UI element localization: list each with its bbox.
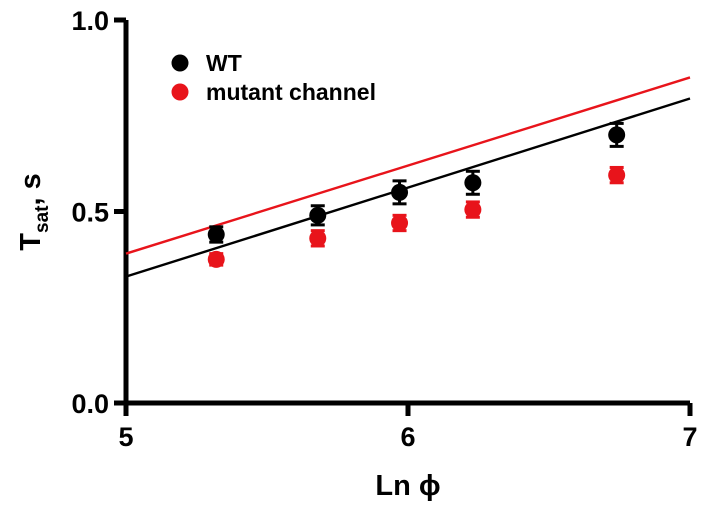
y-tick-label: 0.0: [71, 389, 109, 419]
data-point-wt: [464, 174, 482, 192]
data-points: [207, 121, 626, 268]
data-point-mutant-channel: [391, 214, 409, 232]
y-axis-title-main: T: [15, 233, 47, 251]
data-point-wt: [207, 225, 225, 243]
legend: WT mutant channel: [171, 50, 376, 105]
data-point-wt: [608, 126, 626, 144]
data-point-mutant-channel: [464, 201, 482, 219]
axis-labels: Ln ϕ Tsat, s: [15, 173, 441, 502]
data-point-wt: [309, 206, 327, 224]
legend-label-wt: WT: [206, 50, 242, 76]
legend-marker-mutant-channel: [171, 83, 189, 101]
y-axis-title: Tsat, s: [15, 173, 53, 250]
x-tick-label: 5: [118, 422, 133, 452]
y-axis-title-tail: , s: [15, 173, 47, 205]
fit-lines: [125, 76, 691, 278]
x-tick-label: 6: [400, 422, 415, 452]
x-axis-title: Ln ϕ: [375, 470, 440, 502]
fit-line-wt: [125, 97, 691, 278]
data-point-mutant-channel: [309, 229, 327, 247]
axes: 0.0 0.5 1.0 5 6 7: [71, 6, 697, 452]
data-point-wt: [391, 183, 409, 201]
legend-label-mutant-channel: mutant channel: [206, 79, 376, 105]
fit-line-mutant-channel: [125, 76, 691, 255]
legend-marker-wt: [171, 54, 189, 72]
y-tick-label: 1.0: [71, 6, 109, 36]
y-axis-title-sub: sat: [32, 205, 53, 233]
y-tick-label: 0.5: [71, 198, 109, 228]
data-point-mutant-channel: [608, 166, 626, 184]
x-tick-label: 7: [682, 422, 697, 452]
data-point-mutant-channel: [207, 250, 225, 268]
